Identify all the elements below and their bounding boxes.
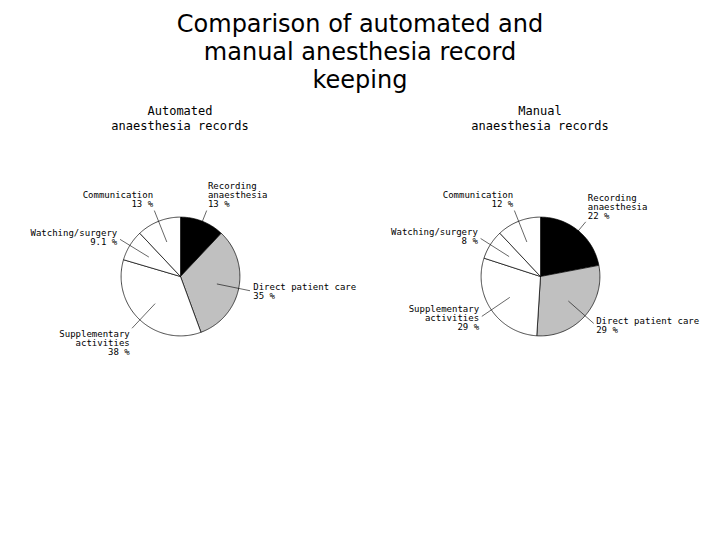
svg-text:Recordinganaesthesia22 %: Recordinganaesthesia22 % xyxy=(588,193,648,221)
html-text:Automated anaesthesia records: Automated anaesthesia records xyxy=(111,104,249,133)
svg-text:Recordinganaesthesia13 %: Recordinganaesthesia13 % xyxy=(208,181,268,209)
svg-text:Watching/surgery8 %: Watching/surgery8 % xyxy=(391,227,478,246)
svg-text:Supplementaryactivities38 %: Supplementaryactivities38 % xyxy=(59,329,130,357)
svg-text:Direct patient care29 %: Direct patient care29 % xyxy=(596,316,699,335)
svg-text:Supplementaryactivities29 %: Supplementaryactivities29 % xyxy=(409,304,480,332)
svg-text:Direct patient care35 %: Direct patient care35 % xyxy=(253,282,356,301)
svg-text:Communication13 %: Communication13 % xyxy=(83,190,154,209)
svg-text:Communication12 %: Communication12 % xyxy=(443,190,514,209)
html-text:Comparison of automated and ma: Comparison of automated and manual anest… xyxy=(176,10,544,94)
svg-text:Watching/surgery9.1 %: Watching/surgery9.1 % xyxy=(31,228,118,247)
html-text:Manual anaesthesia records: Manual anaesthesia records xyxy=(471,104,609,133)
